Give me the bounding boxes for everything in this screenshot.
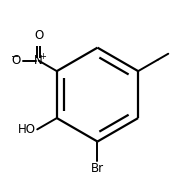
- Text: O: O: [11, 54, 20, 67]
- Text: O: O: [34, 29, 43, 42]
- Text: HO: HO: [18, 123, 36, 136]
- Text: −: −: [11, 52, 19, 62]
- Text: +: +: [40, 52, 47, 61]
- Text: N: N: [34, 54, 43, 67]
- Text: Br: Br: [91, 162, 104, 175]
